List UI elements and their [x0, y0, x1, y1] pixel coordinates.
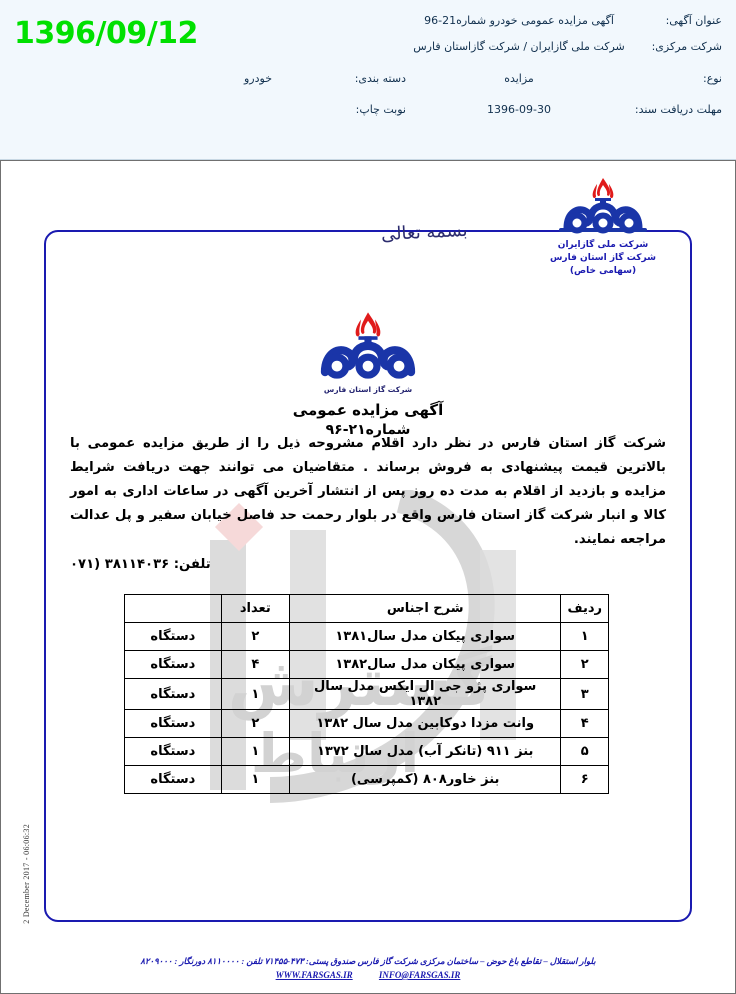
goods-table-header-row: ردیف شرح اجناس تعداد — [124, 594, 609, 623]
listing-meta-panel: 1396/09/12 عنوان آگهی: آگهی مزایده عمومی… — [0, 0, 736, 160]
goods-table-header-radif: ردیف — [560, 594, 609, 623]
cell-unit: دستگاه — [124, 622, 222, 651]
cell-radif: ۶ — [560, 765, 609, 794]
meta-label-deadline: مهلت دریافت سند: — [634, 103, 722, 116]
cell-description: بنز خاور۸۰۸ (کمپرسی) — [288, 765, 562, 794]
meta-label-organization: شرکت مرکزی: — [651, 40, 722, 53]
announcement-number: شماره۲۱-۹۶ — [325, 422, 411, 438]
cell-radif: ۱ — [560, 622, 609, 651]
meta-label-title: عنوان آگهی: — [665, 14, 722, 27]
meta-row-title: عنوان آگهی: آگهی مزایده عمومی خودرو شمار… — [404, 14, 722, 27]
goods-table-head: ردیف شرح اجناس تعداد — [124, 594, 609, 623]
cell-description: سواری پیکان مدل سال۱۳۸۱ — [288, 622, 562, 651]
nigc-logo-icon — [559, 178, 647, 234]
cell-unit: دستگاه — [124, 709, 222, 738]
sheet-border-top — [0, 160, 736, 161]
meta-row-organization: شرکت مرکزی: شرکت ملی گازایران / شرکت گاز… — [404, 40, 722, 53]
table-row: ۴ وانت مزدا دوکابین مدل سال ۱۳۸۲ ۲ دستگا… — [124, 709, 609, 738]
cell-count: ۱ — [220, 737, 290, 766]
cell-unit: دستگاه — [124, 765, 222, 794]
cell-count: ۲ — [220, 622, 290, 651]
meta-value-deadline: 1396-09-30 — [487, 103, 551, 116]
announcement-heading-block: شرکت گاز استان فارس آگهی مزایده عمومی شم… — [0, 310, 736, 438]
goods-table: ردیف شرح اجناس تعداد ۱ سواری پیکان مدل س… — [124, 594, 609, 794]
meta-row-deadline: مهلت دریافت سند: 1396-09-30 — [404, 103, 722, 116]
letterhead-logo-block: شرکت ملی گازایران شرکت گاز استان فارس (س… — [518, 176, 688, 276]
footer-website-link[interactable]: WWW.FARSGAS.IR — [275, 970, 353, 980]
table-row: ۳ سواری پژو جی ال ایکس مدل سال ۱۳۸۲ ۱ دس… — [124, 678, 609, 710]
meta-row-category: دسته بندی: خودرو — [198, 72, 406, 85]
goods-table-header-description: شرح اجناس — [288, 594, 562, 623]
cell-unit: دستگاه — [124, 678, 222, 710]
cell-count: ۲ — [220, 709, 290, 738]
cell-unit: دستگاه — [124, 650, 222, 679]
announcement-title: آگهی مزایده عمومی — [292, 401, 444, 419]
cell-description: سواری پیکان مدل سال۱۳۸۲ — [288, 650, 562, 679]
cell-count: ۴ — [220, 650, 290, 679]
meta-label-category: دسته بندی: — [354, 72, 406, 85]
letterhead-company-calligraphy: شرکت ملی گازایران — [557, 240, 649, 250]
center-logo-caption: شرکت گاز استان فارس — [323, 385, 413, 394]
nigc-logo-center-icon — [320, 312, 416, 379]
announcement-phone: تلفن: ۳۸۱۱۴۰۳۶ (۰۷۱ — [70, 557, 211, 572]
goods-table-body: ۱ سواری پیکان مدل سال۱۳۸۱ ۲ دستگاه ۲ سوا… — [124, 622, 609, 794]
announcement-body: شرکت گاز استان فارس در نظر دارد اقلام مش… — [70, 432, 666, 577]
goods-table-header-unit-spacer — [124, 594, 222, 623]
table-row: ۲ سواری پیکان مدل سال۱۳۸۲ ۴ دستگاه — [124, 650, 609, 679]
document-blue-frame — [44, 230, 692, 922]
meta-value-category: خودرو — [243, 72, 272, 85]
meta-value-type: مزایده — [504, 72, 534, 85]
cell-unit: دستگاه — [124, 737, 222, 766]
footer-address: بلوار استقلال – تقاطع باغ حوض – ساختمان … — [140, 956, 596, 966]
cell-description: سواری پژو جی ال ایکس مدل سال ۱۳۸۲ — [288, 678, 562, 710]
footer-email-link[interactable]: INFO@FARSGAS.IR — [378, 970, 461, 980]
meta-label-print-turn: نوبت چاپ: — [355, 103, 406, 116]
cell-count: ۱ — [220, 678, 290, 710]
footer-links: WWW.FARSGAS.IR INFO@FARSGAS.IR — [0, 970, 736, 980]
letterhead-company-line2: (سهامی خاص) — [569, 266, 637, 276]
meta-value-organization: شرکت ملی گازایران / شرکت گازاستان فارس — [413, 40, 625, 53]
document-footer: بلوار استقلال – تقاطع باغ حوض – ساختمان … — [0, 956, 736, 980]
goods-table-header-count: تعداد — [220, 594, 290, 623]
announcement-body-paragraph: شرکت گاز استان فارس در نظر دارد اقلام مش… — [70, 436, 666, 547]
scan-timestamp: 2 December 2017 - 06:06:32 — [22, 824, 31, 924]
sheet-border-left — [0, 160, 1, 994]
cell-count: ۱ — [220, 765, 290, 794]
table-row: ۶ بنز خاور۸۰۸ (کمپرسی) ۱ دستگاه — [124, 765, 609, 794]
meta-label-type: نوع: — [702, 72, 722, 85]
meta-row-print-turn: نوبت چاپ: — [198, 103, 406, 116]
cell-radif: ۴ — [560, 709, 609, 738]
table-row: ۱ سواری پیکان مدل سال۱۳۸۱ ۲ دستگاه — [124, 622, 609, 651]
publish-date-stamp: 1396/09/12 — [14, 16, 198, 51]
scanned-document-sheet: گسترش ارتباط 2 December 2017 - 06:06:32 … — [0, 160, 736, 994]
cell-radif: ۲ — [560, 650, 609, 679]
meta-row-type: نوع: مزایده — [404, 72, 722, 85]
letterhead-company-line1: شرکت گاز استان فارس — [550, 253, 656, 263]
cell-radif: ۳ — [560, 678, 609, 710]
cell-radif: ۵ — [560, 737, 609, 766]
cell-description: وانت مزدا دوکابین مدل سال ۱۳۸۲ — [288, 709, 562, 738]
table-row: ۵ بنز ۹۱۱ (تانکر آب) مدل سال ۱۳۷۲ ۱ دستگ… — [124, 737, 609, 766]
meta-value-title: آگهی مزایده عمومی خودرو شماره21-96 — [424, 14, 614, 27]
cell-description: بنز ۹۱۱ (تانکر آب) مدل سال ۱۳۷۲ — [288, 737, 562, 766]
